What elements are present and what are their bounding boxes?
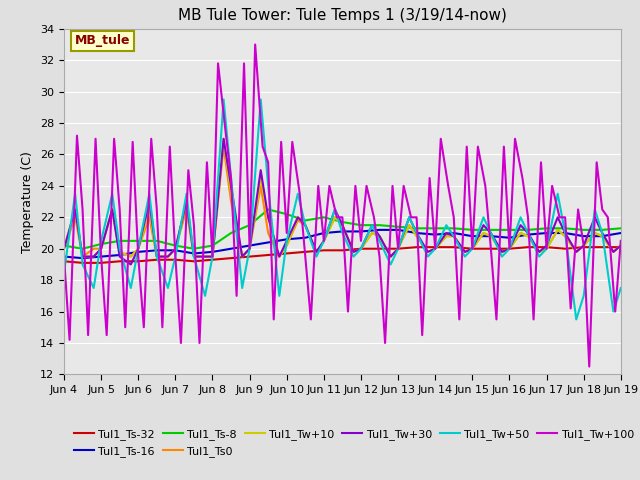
- Y-axis label: Temperature (C): Temperature (C): [22, 151, 35, 252]
- Legend: Tul1_Ts-32, Tul1_Ts-16, Tul1_Ts-8, Tul1_Ts0, Tul1_Tw+10, Tul1_Tw+30, Tul1_Tw+50,: Tul1_Ts-32, Tul1_Ts-16, Tul1_Ts-8, Tul1_…: [70, 425, 638, 461]
- Text: MB_tule: MB_tule: [75, 35, 131, 48]
- Title: MB Tule Tower: Tule Temps 1 (3/19/14-now): MB Tule Tower: Tule Temps 1 (3/19/14-now…: [178, 9, 507, 24]
